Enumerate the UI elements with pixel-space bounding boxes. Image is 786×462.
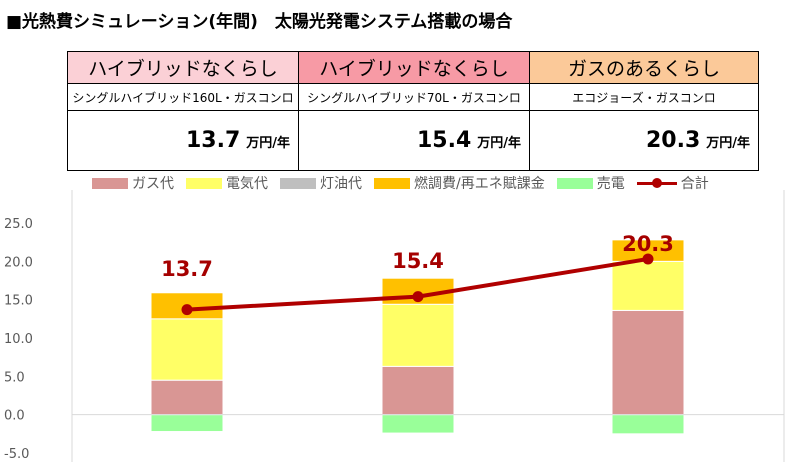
legend-item-power-sale: 売電 [556,173,625,193]
bar-segment-0-1 [381,365,455,416]
col-value-gas: 20.3 万円/年 [529,110,759,171]
annual-cost-unit: 万円/年 [706,136,750,151]
bar-segment-4-1 [381,414,455,434]
col-value-hybrid-160l: 13.7 万円/年 [67,110,299,171]
bar-segment-4-2 [611,414,685,435]
bar-segment-0-0 [150,379,224,416]
y-tick-label: 15.0 [4,294,33,309]
total-point-1 [412,291,424,303]
legend-line-total [636,177,677,189]
total-point-2 [642,253,654,265]
legend-label-gas: ガス代 [132,176,174,192]
legend-swatch-fuel-adjustment [374,177,410,189]
annual-cost-unit: 万円/年 [477,136,521,151]
legend-label-fuel-adjustment: 燃調費/再エネ賦課金 [414,176,545,192]
col-header-hybrid-70l: ハイブリッドなくらし [298,51,530,84]
annual-cost-value: 15.4 [416,128,472,153]
legend-label-kerosene: 灯油代 [320,176,362,192]
legend-item-electricity: 電気代 [186,173,268,193]
legend-swatch-kerosene [280,177,316,189]
legend-label-electricity: 電気代 [226,176,268,192]
legend-swatch-gas [92,177,128,189]
col-subtitle-gas: エコジョーズ・ガスコンロ [529,83,759,111]
y-tick-label: 5.0 [4,370,25,385]
chart-legend: ガス代 電気代 灯油代 燃調費/再エネ賦課金 売電 合計 [92,173,721,193]
bar-segment-4-0 [150,414,224,433]
annual-cost-value: 13.7 [185,128,241,153]
bar-segment-1-0 [150,318,224,381]
y-tick-label: 0.0 [4,409,25,424]
col-subtitle-hybrid-70l: シングルハイブリッド70L・ガスコンロ [298,83,530,111]
legend-item-total: 合計 [636,173,709,193]
col-value-hybrid-70l: 15.4 万円/年 [298,110,530,171]
legend-item-kerosene: 灯油代 [280,173,362,193]
y-tick-label: -5.0 [4,447,29,462]
col-header-hybrid-160l: ハイブリッドなくらし [67,51,299,84]
col-header-gas: ガスのあるくらし [529,51,759,84]
y-tick-label: 10.0 [4,332,33,347]
legend-swatch-power-sale [556,177,593,189]
stacked-bar-chart: 25.0 20.0 15.0 10.0 5.0 0.0 -5.0 13.7 15.4 20.3 [4,190,785,462]
annual-cost-unit: 万円/年 [246,136,290,151]
bar-segment-1-1 [381,303,455,367]
page-title: ■光熱費シミュレーション(年間) 太陽光発電システム搭載の場合 [6,12,513,32]
legend-label-power-sale: 売電 [596,176,625,192]
total-data-label-0: 13.7 [161,257,213,281]
total-data-label-2: 20.3 [622,232,674,256]
col-subtitle-hybrid-160l: シングルハイブリッド160L・ガスコンロ [67,83,299,111]
bar-segment-1-2 [611,260,685,311]
legend-label-total: 合計 [680,176,709,192]
comparison-table: ハイブリッドなくらし ハイブリッドなくらし ガスのあるくらし シングルハイブリッ… [67,51,759,171]
y-tick-label: 20.0 [4,255,33,270]
legend-item-gas: ガス代 [92,173,174,193]
total-data-label-1: 15.4 [392,249,444,273]
total-line-series [181,253,654,316]
legend-item-fuel-adjustment: 燃調費/再エネ賦課金 [374,173,545,193]
data-labels: 13.7 15.4 20.3 [161,232,674,281]
total-point-0 [181,304,193,316]
y-tick-label: 25.0 [4,217,33,232]
y-axis: 25.0 20.0 15.0 10.0 5.0 0.0 -5.0 [4,217,33,462]
legend-swatch-electricity [186,177,222,189]
bar-segment-0-2 [611,309,685,416]
annual-cost-value: 20.3 [645,128,701,153]
